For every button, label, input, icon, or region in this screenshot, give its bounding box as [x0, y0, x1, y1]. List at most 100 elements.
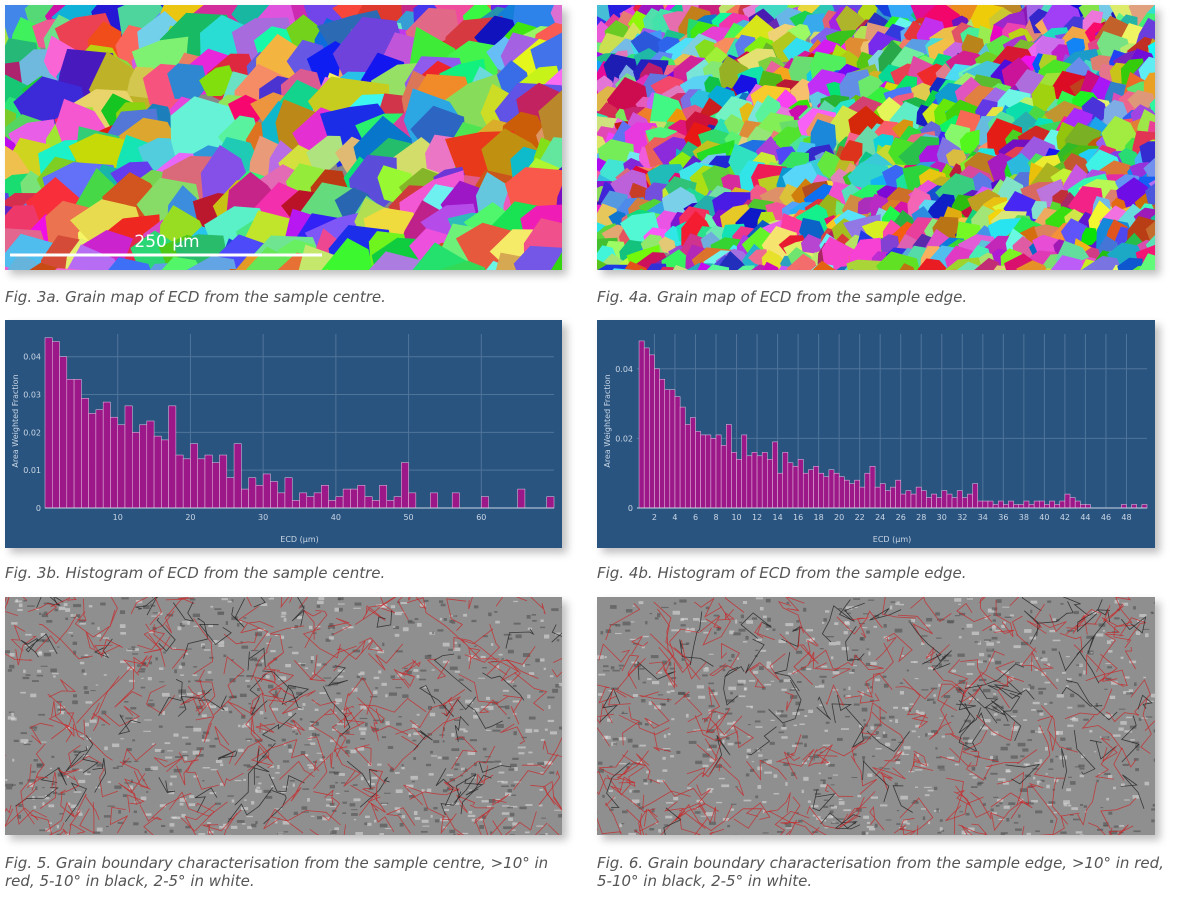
bar — [987, 500, 994, 509]
boundary — [949, 747, 980, 767]
bar — [321, 485, 329, 509]
boundary — [777, 600, 804, 634]
bar — [313, 492, 322, 509]
speckle — [414, 618, 419, 621]
speckle — [906, 669, 910, 672]
speckle — [287, 744, 292, 749]
speckle — [463, 768, 468, 772]
speckle — [373, 690, 378, 695]
speckle — [992, 619, 996, 622]
boundary — [82, 735, 99, 774]
speckle — [420, 831, 428, 833]
speckle — [488, 706, 494, 710]
speckle — [368, 640, 372, 643]
grain — [161, 256, 201, 270]
boundary — [393, 660, 417, 689]
speckle — [791, 744, 798, 748]
speckle — [785, 825, 792, 828]
speckle — [118, 809, 121, 814]
speckle — [735, 619, 738, 624]
speckle — [429, 631, 435, 635]
boundary — [397, 597, 409, 620]
boundary — [183, 617, 209, 659]
bar — [132, 432, 140, 509]
speckle — [124, 701, 129, 703]
speckle — [192, 674, 198, 677]
speckle — [1133, 758, 1139, 761]
speckle — [192, 613, 201, 618]
speckle — [345, 730, 350, 735]
speckle — [401, 766, 405, 770]
boundary — [1081, 715, 1123, 750]
speckle — [442, 660, 450, 664]
speckle — [714, 692, 718, 695]
speckle — [11, 784, 16, 786]
speckle — [648, 720, 652, 725]
boundary — [831, 694, 853, 723]
speckle — [468, 789, 473, 791]
speckle — [253, 659, 261, 662]
speckle — [83, 686, 88, 690]
grain — [7, 254, 40, 270]
bar — [638, 340, 645, 509]
boundary — [25, 633, 58, 655]
speckle — [1102, 629, 1105, 632]
boundary — [176, 748, 202, 786]
speckle — [815, 685, 820, 688]
speckle — [332, 767, 335, 769]
grain — [306, 135, 346, 175]
speckle — [443, 808, 450, 812]
speckle — [416, 713, 420, 716]
speckle — [926, 617, 933, 622]
boundary — [83, 719, 113, 761]
speckle — [257, 688, 260, 692]
boundary — [814, 738, 866, 757]
speckle — [269, 765, 275, 768]
bar — [219, 454, 228, 509]
boundary — [892, 785, 913, 813]
speckle — [710, 711, 717, 713]
speckle — [1073, 610, 1079, 615]
speckle — [890, 601, 898, 603]
speckle — [76, 769, 83, 771]
speckle — [49, 650, 55, 652]
speckle — [401, 815, 406, 819]
speckle — [495, 798, 501, 800]
speckle — [241, 725, 244, 728]
speckle — [397, 813, 402, 816]
boundary — [709, 735, 731, 775]
boundary — [311, 699, 336, 716]
boundary — [348, 676, 373, 715]
speckle — [327, 625, 335, 630]
speckle — [154, 748, 162, 752]
boundary — [355, 597, 397, 625]
boundary — [48, 679, 77, 698]
speckle — [755, 638, 763, 641]
speckle — [316, 625, 321, 628]
boundary — [708, 686, 721, 713]
boundary — [250, 715, 270, 759]
speckle — [685, 697, 691, 699]
boundary — [1051, 777, 1069, 825]
speckle — [193, 625, 199, 627]
boundary — [657, 608, 686, 660]
speckle — [661, 606, 669, 609]
speckle — [941, 735, 945, 738]
speckle — [990, 772, 998, 775]
speckle — [333, 702, 340, 705]
x-tick-label: 22 — [855, 513, 865, 522]
speckle — [796, 681, 802, 683]
speckle — [27, 605, 35, 607]
speckle — [843, 809, 852, 812]
boundary — [1022, 825, 1025, 835]
speckle — [885, 742, 891, 747]
speckle — [365, 722, 368, 727]
speckle — [214, 737, 219, 740]
speckle — [433, 688, 439, 692]
speckle — [173, 733, 179, 737]
speckle — [914, 786, 919, 788]
speckle — [964, 742, 967, 744]
speckle — [1042, 650, 1046, 654]
speckle — [262, 730, 265, 733]
speckle — [85, 746, 89, 749]
